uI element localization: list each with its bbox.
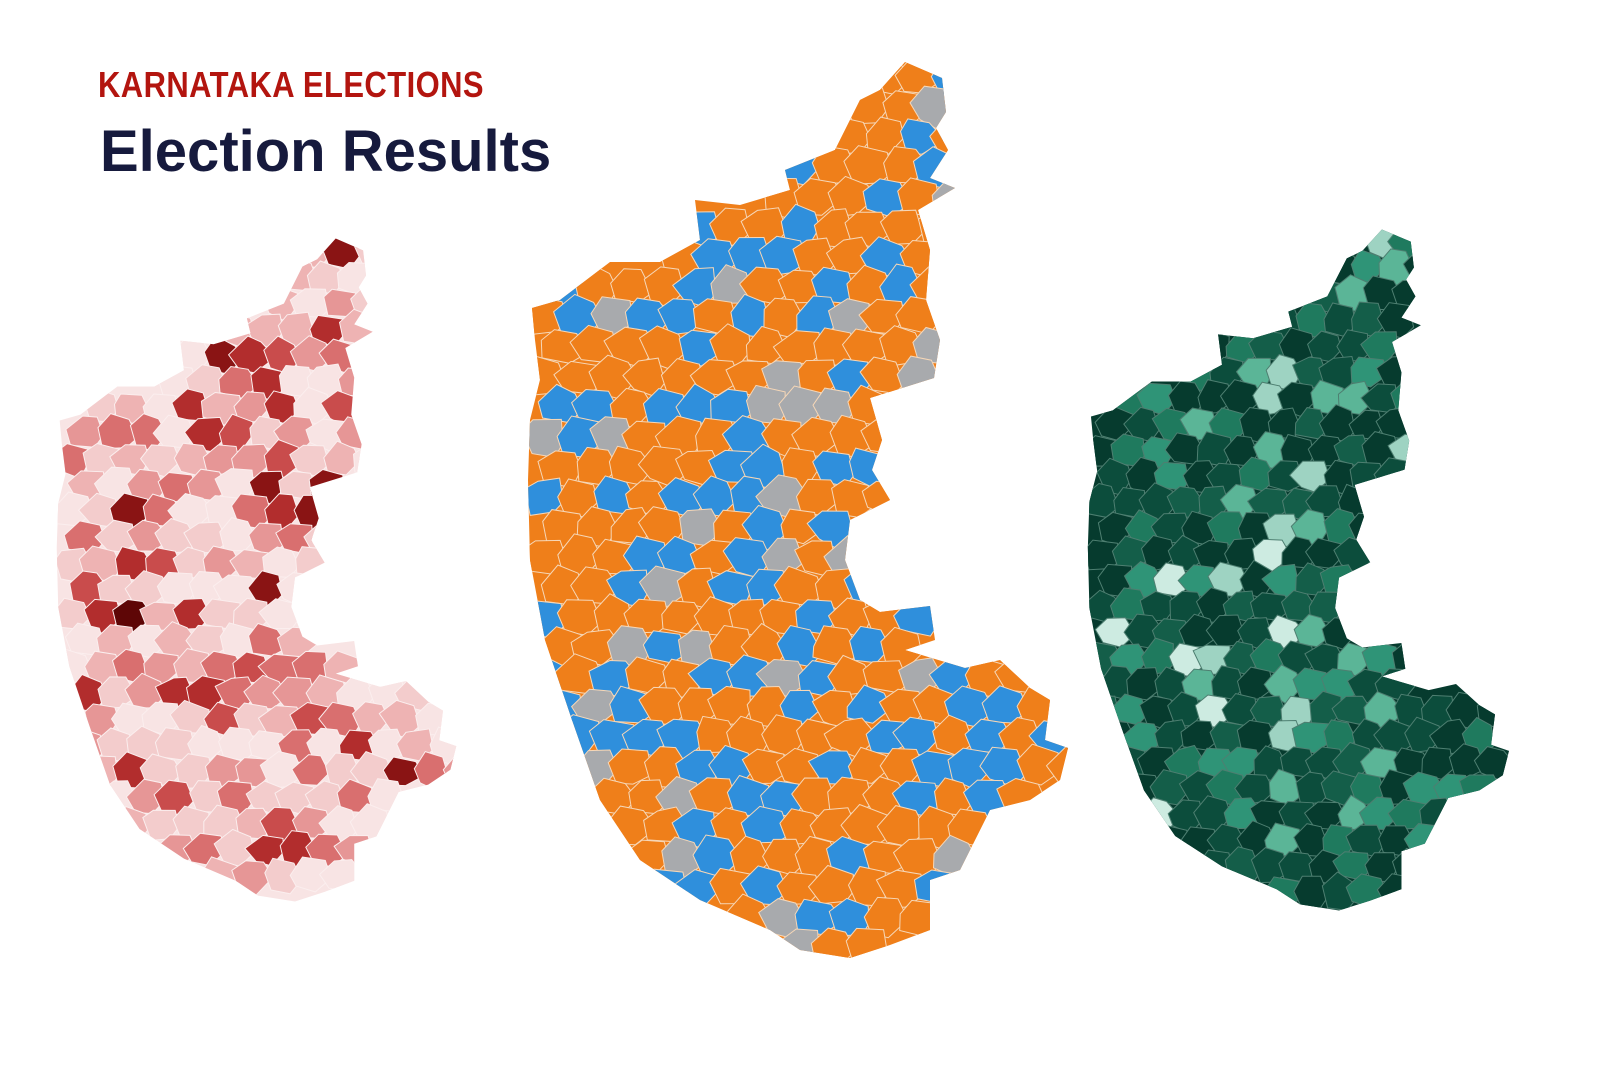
- constituency-region: [1331, 695, 1375, 725]
- constituency-region: [638, 565, 688, 608]
- constituency-region: [1087, 695, 1121, 731]
- constituency-region: [1350, 356, 1389, 388]
- constituency-region: [1045, 745, 1068, 787]
- constituency-region: [865, 116, 905, 155]
- constituency-region: [899, 118, 946, 155]
- constituency-region: [863, 896, 909, 939]
- constituency-region: [847, 746, 892, 784]
- constituency-region: [323, 440, 361, 476]
- constituency-region: [382, 756, 426, 787]
- page-title: Election Results: [100, 119, 552, 184]
- constituency-region: [607, 748, 654, 785]
- constituency-region: [1197, 379, 1234, 414]
- constituency-region: [846, 684, 893, 724]
- constituency-region: [780, 508, 820, 545]
- constituency-region: [264, 857, 303, 895]
- constituency-region: [1458, 774, 1502, 807]
- constituency-region: [1421, 746, 1454, 780]
- constituency-region: [741, 748, 790, 785]
- constituency-region: [1016, 743, 1062, 786]
- constituency-region: [1267, 460, 1305, 492]
- constituency-region: [1337, 380, 1375, 415]
- constituency-region: [291, 754, 330, 786]
- section-kicker: KARNATAKA ELECTIONS: [98, 64, 484, 105]
- constituency-region: [289, 856, 332, 893]
- constituency-region: [1323, 302, 1357, 337]
- constituency-region: [845, 927, 888, 958]
- constituency-region: [793, 177, 845, 216]
